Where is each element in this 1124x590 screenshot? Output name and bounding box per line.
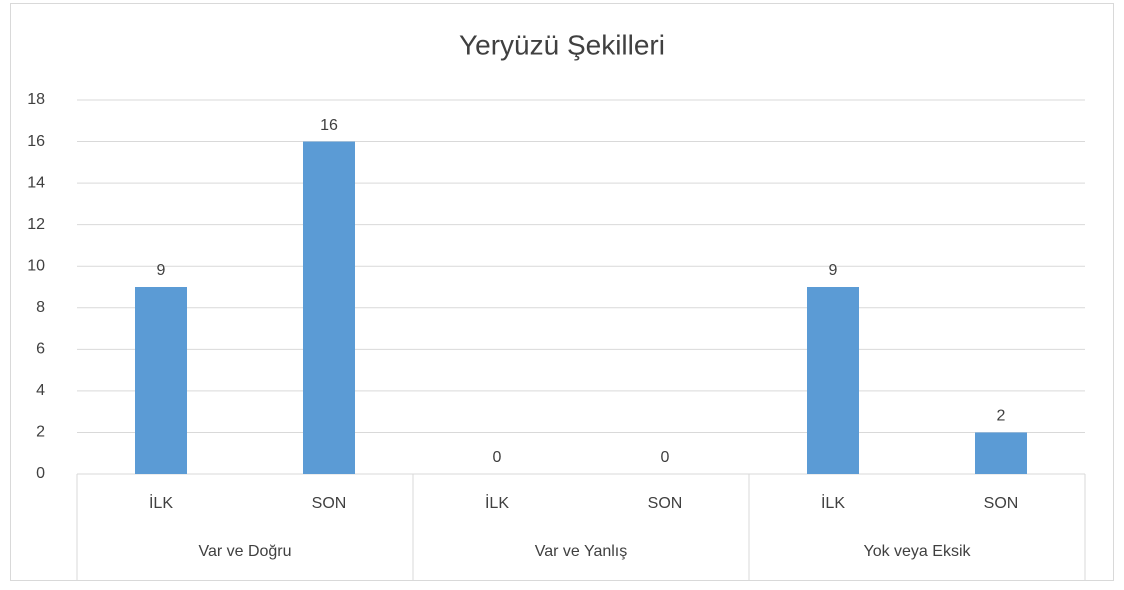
y-tick-label: 4 xyxy=(36,382,45,399)
y-tick-label: 2 xyxy=(36,424,45,441)
y-tick-label: 18 xyxy=(27,91,45,108)
x-tick-label: SON xyxy=(984,495,1019,512)
y-tick-label: 8 xyxy=(36,299,45,316)
data-label: 0 xyxy=(661,449,670,466)
bar xyxy=(975,432,1027,474)
y-tick-label: 16 xyxy=(27,133,45,150)
x-tick-label: İLK xyxy=(821,493,845,512)
data-label: 16 xyxy=(320,117,338,134)
y-tick-label: 14 xyxy=(27,174,45,191)
x-tick-label: İLK xyxy=(485,493,509,512)
bar xyxy=(807,287,859,474)
bar xyxy=(135,287,187,474)
group-label: Yok veya Eksik xyxy=(863,543,971,560)
x-tick-label: SON xyxy=(312,495,347,512)
group-label: Var ve Yanlış xyxy=(535,543,628,560)
group-label: Var ve Doğru xyxy=(198,543,291,560)
y-tick-label: 12 xyxy=(27,216,45,233)
y-tick-label: 10 xyxy=(27,257,45,274)
y-tick-label: 6 xyxy=(36,341,45,358)
data-label: 9 xyxy=(157,262,166,279)
bar xyxy=(303,141,355,475)
x-tick-label: İLK xyxy=(149,493,173,512)
x-tick-label: SON xyxy=(648,495,683,512)
chart-title: Yeryüzü Şekilleri xyxy=(459,29,665,60)
data-label: 9 xyxy=(829,262,838,279)
data-label: 0 xyxy=(493,449,502,466)
y-tick-label: 0 xyxy=(36,465,45,482)
data-label: 2 xyxy=(997,408,1006,425)
